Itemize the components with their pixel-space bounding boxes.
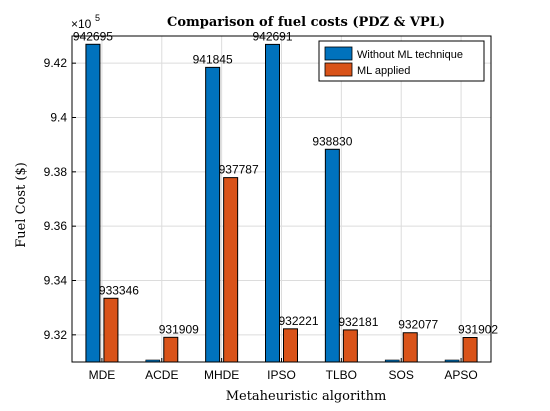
bar-ml-applied [283, 328, 298, 363]
axes-frame [71, 35, 492, 363]
chart-title: Comparison of fuel costs (PDZ & VPL) [167, 15, 445, 30]
data-label: 932077 [398, 318, 438, 332]
bar-without-ml [85, 43, 101, 363]
x-tick-label: SOS [389, 368, 414, 382]
x-tick-label: IPSO [267, 368, 296, 382]
legend-swatch-without-ml [324, 46, 353, 61]
y-tick-label: 9.32 [44, 328, 68, 342]
data-label: 932221 [278, 314, 318, 328]
y-exponent-power: 5 [95, 13, 100, 23]
x-tick-label: MHDE [204, 368, 239, 382]
x-tick-label: ACDE [145, 368, 178, 382]
x-axis-label: Metaheuristic algorithm [226, 389, 387, 404]
x-tick-label: MDE [89, 368, 116, 382]
y-axis-label: Fuel Cost ($) [14, 162, 29, 248]
bar-ml-applied [163, 336, 179, 363]
bar-without-ml [324, 148, 340, 363]
bar-without-ml [265, 43, 280, 363]
y-tick-label: 9.36 [44, 219, 68, 233]
plot-area: 9.329.349.369.389.49.42MDE942695933346AC… [44, 29, 499, 382]
y-exponent-base: ×10 [71, 17, 92, 31]
bar-ml-applied [342, 329, 358, 363]
bar-ml-applied [103, 297, 119, 363]
data-label: 941845 [193, 52, 233, 66]
data-label: 938830 [312, 134, 352, 148]
bar-ml-applied [402, 332, 418, 363]
legend: Without ML technique ML applied [318, 40, 485, 82]
y-tick-label: 9.42 [44, 56, 68, 70]
x-tick-label: APSO [444, 368, 477, 382]
legend-label-without-ml: Without ML technique [357, 49, 463, 61]
data-label: 932181 [338, 315, 378, 329]
data-label: 937787 [219, 163, 259, 177]
y-tick-label: 9.4 [50, 111, 67, 125]
bar-ml-applied [462, 336, 478, 363]
legend-label-ml-applied: ML applied [357, 65, 410, 77]
bar-without-ml [205, 66, 221, 363]
data-label: 931902 [458, 322, 498, 336]
legend-swatch-ml-applied [324, 62, 353, 77]
data-label: 933346 [99, 283, 139, 297]
x-tick-label: TLBO [326, 368, 357, 382]
y-tick-label: 9.34 [44, 274, 68, 288]
y-tick-label: 9.38 [44, 165, 68, 179]
data-label: 931909 [159, 322, 199, 336]
bar-ml-applied [223, 177, 239, 363]
